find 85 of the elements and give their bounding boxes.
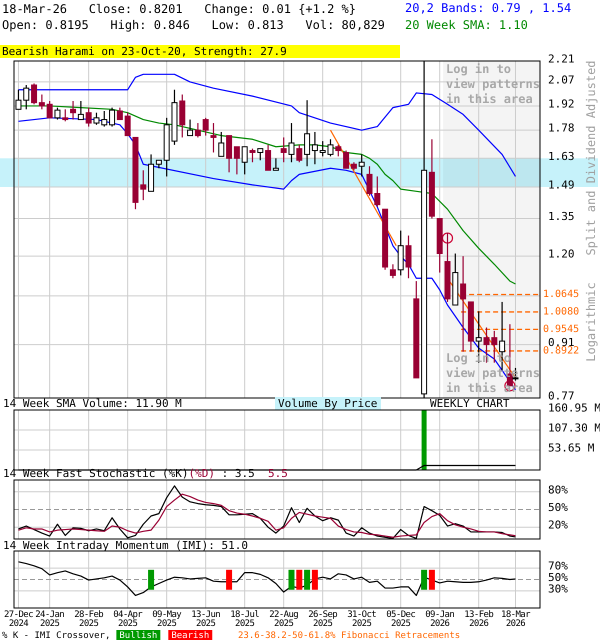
text: Bullish bbox=[119, 631, 158, 640]
candlestick bbox=[366, 166, 372, 196]
legend-title: % K - IMI Crossover, bbox=[2, 631, 110, 640]
annotation: 5.5 bbox=[254, 467, 288, 480]
x-tick-label: 09-May 2025 bbox=[152, 610, 182, 629]
text: 23.6-38.2-50-61.8% Fibonacci Retracements bbox=[238, 631, 460, 640]
candlestick bbox=[358, 154, 365, 178]
x-tick-label: 27-Dec 2024 bbox=[4, 610, 34, 629]
candlestick bbox=[343, 150, 350, 169]
ref-line-label: 1.0080 bbox=[543, 306, 580, 318]
y-tick-label: 0.77 bbox=[548, 390, 574, 402]
ref-line-label: 0.9545 bbox=[543, 324, 580, 335]
line-series bbox=[18, 494, 516, 538]
y-tick-label: 30% bbox=[548, 582, 568, 596]
x-tick-label: 22-Aug 2025 bbox=[269, 610, 298, 629]
x-tick-label: 05-Dec 2025 bbox=[386, 610, 416, 629]
x-tick-label: 31-Oct 2025 bbox=[347, 610, 376, 629]
y-tick-label: 50% bbox=[548, 501, 568, 514]
candlestick bbox=[210, 122, 216, 154]
candlestick bbox=[226, 134, 232, 173]
candlestick bbox=[179, 94, 186, 138]
y-tick-label: 1.49 bbox=[548, 178, 574, 192]
line-series bbox=[18, 561, 516, 596]
y-tick-label: 1.78 bbox=[548, 122, 574, 135]
candlestick bbox=[93, 112, 100, 126]
chart-subtitle: Open: 0.8195 High: 0.846 Low: 0.813 Vol: 80,829 bbox=[2, 18, 385, 32]
candlestick bbox=[272, 158, 279, 171]
y-tick-label: 1.35 bbox=[548, 210, 574, 224]
x-tick-label: 28-Feb 2025 bbox=[74, 610, 104, 629]
y-tick-label: 2.07 bbox=[548, 73, 574, 86]
candlestick bbox=[86, 107, 92, 128]
candlestick bbox=[54, 107, 60, 120]
x-tick-label: 24-Jan 2025 bbox=[35, 610, 64, 629]
y-tick-label: 2.21 bbox=[548, 52, 574, 66]
candlestick bbox=[327, 138, 334, 157]
text: Bearish Harami on 23-Oct-20, Strength: 27.9 bbox=[2, 45, 287, 58]
candlestick bbox=[296, 144, 302, 163]
candlestick bbox=[187, 118, 194, 136]
y-tick-label: 80% bbox=[548, 483, 568, 496]
y-tick-label: 20% bbox=[548, 518, 568, 532]
y-tick-label: 1.63 bbox=[548, 150, 574, 163]
candlestick bbox=[70, 100, 76, 120]
text: 20 Week SMA: 1.10 bbox=[405, 18, 528, 32]
y-tick-label: 1.20 bbox=[548, 248, 574, 261]
candlestick bbox=[62, 108, 68, 122]
x-tick-label: 26-Sep 2025 bbox=[308, 610, 338, 629]
candlestick bbox=[242, 146, 248, 175]
candlestick bbox=[288, 122, 294, 163]
x-tick-label: 04-Apr 2025 bbox=[113, 610, 144, 629]
text: 20,2 Bands: 0.79 , 1.54 bbox=[405, 1, 572, 15]
y-tick-label: 70% bbox=[548, 560, 568, 573]
candlestick bbox=[218, 131, 224, 157]
candlestick bbox=[374, 176, 380, 208]
candlestick bbox=[304, 100, 310, 167]
y-tick-label: 50% bbox=[548, 571, 568, 584]
x-tick-label: 18-Jul 2025 bbox=[230, 610, 260, 629]
candlestick bbox=[335, 144, 342, 157]
candlestick bbox=[280, 136, 287, 163]
candlestick bbox=[406, 234, 412, 279]
x-tick-label: 13-Jun 2025 bbox=[191, 610, 220, 629]
text: Bearish bbox=[171, 631, 210, 640]
x-tick-label: 09-Jan 2026 bbox=[425, 610, 454, 629]
x-tick-label: 13-Feb 2026 bbox=[464, 610, 494, 629]
y-tick-label: 53.65 M bbox=[548, 442, 595, 454]
y-tick-label: 1.92 bbox=[548, 97, 574, 110]
ref-line-label: 1.0645 bbox=[543, 288, 580, 300]
candlestick bbox=[265, 144, 272, 171]
annotation: WEEKLY CHART bbox=[430, 397, 510, 410]
candlestick bbox=[460, 256, 466, 352]
candlestick bbox=[257, 148, 264, 161]
annotation: Log in to view patterns in this area bbox=[446, 62, 540, 106]
candlestick bbox=[140, 170, 146, 201]
chart-title: 18-Mar-26 Close: 0.8201 Change: 0.01 {+1.2 %} bbox=[2, 2, 356, 16]
candlestick bbox=[234, 146, 240, 175]
series-label: (%D) bbox=[188, 467, 215, 480]
candlestick bbox=[31, 82, 38, 105]
x-tick-label: 18-Mar 2026 bbox=[501, 610, 532, 629]
y-axis-title: Split and Dividend Adjusted bbox=[584, 60, 598, 256]
candlestick bbox=[249, 148, 256, 163]
chart-title: 14 Week Intraday Momentum (IMI): 51.0 bbox=[3, 539, 248, 552]
candlestick bbox=[78, 100, 84, 120]
candlestick bbox=[390, 264, 396, 279]
text: Logarithmic bbox=[584, 282, 598, 362]
chart-title: 14 Week SMA Volume: 11.90 M bbox=[3, 397, 182, 410]
candlestick bbox=[23, 84, 30, 110]
